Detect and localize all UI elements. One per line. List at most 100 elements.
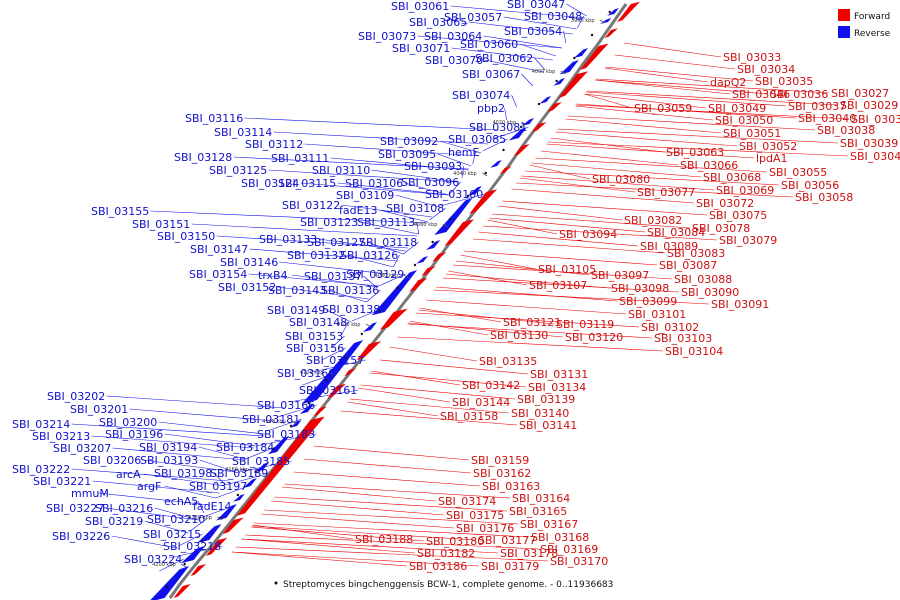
- axis-tick-label: 4120 kbp: [300, 370, 324, 376]
- forward-gene-arrow: [313, 406, 327, 416]
- reverse-gene-label: SBI_03133: [259, 233, 317, 246]
- reverse-gene-label: SBI_03154: [189, 268, 247, 281]
- forward-leader-line: [418, 309, 555, 325]
- reverse-gene-label: arcA: [116, 468, 141, 481]
- forward-gene-label: SBI_03058: [795, 191, 853, 204]
- axis-tick-mark: [442, 223, 449, 228]
- caption: Streptomyces bingchenggensis BCW-1, comp…: [274, 580, 613, 590]
- forward-gene-arrow: [500, 166, 512, 174]
- reverse-leader-line: [468, 21, 573, 35]
- reverse-leader-line: [71, 423, 264, 437]
- reverse-gene-label: trxB4: [258, 269, 288, 282]
- forward-gene-label: lpdA1: [756, 152, 788, 165]
- reverse-leader-line: [341, 204, 432, 218]
- forward-gene-label: SBI_03119: [556, 318, 614, 331]
- reverse-gene-label: SBI_03110: [312, 164, 370, 177]
- forward-leader-line: [445, 273, 610, 289]
- track-marker: [431, 240, 434, 244]
- reverse-leader-line: [189, 518, 207, 532]
- forward-leader-line: [442, 277, 680, 293]
- reverse-gene-label: SBI_03137: [304, 270, 362, 283]
- reverse-leader-line: [233, 156, 469, 170]
- reverse-gene-label: SBI_03161: [299, 384, 357, 397]
- reverse-gene-label: SBI_03136: [321, 284, 379, 297]
- forward-gene-label: SBI_03075: [709, 209, 767, 222]
- reverse-gene-label: SBI_03115: [278, 177, 336, 190]
- reverse-gene-label: SBI_03201: [70, 403, 128, 416]
- reverse-gene-label: SBI_03092: [380, 135, 438, 148]
- legend: Forward Reverse: [838, 9, 891, 39]
- reverse-gene-label: SBI_03113: [357, 216, 415, 229]
- forward-gene-arrow: [532, 122, 547, 132]
- track-marker: [396, 286, 399, 290]
- forward-gene-label: SBI_03167: [520, 518, 578, 531]
- reverse-leader-line: [245, 446, 276, 460]
- reverse-gene-label: SBI_03123: [300, 216, 358, 229]
- axis-tick-mark: [217, 516, 223, 521]
- forward-gene-label: SBI_03063: [666, 146, 724, 159]
- forward-leader-line: [241, 538, 499, 554]
- forward-leader-line: [448, 270, 528, 286]
- reverse-gene-arrow: [255, 462, 270, 472]
- reverse-leader-line: [215, 485, 249, 499]
- forward-gene-label: SBI_03163: [482, 480, 540, 493]
- forward-gene-arrow: [190, 564, 207, 576]
- forward-leader-line: [460, 254, 537, 270]
- reverse-gene-label: fadE14: [193, 500, 232, 513]
- forward-gene-arrow: [236, 416, 325, 516]
- forward-gene-track: [173, 1, 640, 598]
- reverse-gene-label: SBI_03112: [245, 138, 303, 151]
- forward-gene-label: SBI_03094: [559, 228, 617, 241]
- track-marker: [342, 355, 346, 359]
- reverse-leader-line: [439, 140, 482, 154]
- reverse-leader-line: [521, 73, 533, 87]
- track-marker: [502, 148, 505, 152]
- forward-leader-line: [463, 250, 658, 266]
- reverse-gene-arrow: [299, 404, 314, 414]
- forward-gene-label: SBI_03099: [619, 295, 677, 308]
- caption-bullet: [274, 581, 278, 585]
- forward-gene-arrow: [469, 189, 498, 214]
- forward-gene-label: SBI_03176: [456, 522, 514, 535]
- reverse-leader-line: [395, 194, 440, 208]
- forward-leader-line: [358, 387, 451, 403]
- legend-forward-label: Forward: [854, 12, 890, 22]
- forward-leader-line: [340, 410, 518, 426]
- forward-gene-label: SBI_03159: [471, 454, 529, 467]
- forward-leader-line: [241, 538, 416, 554]
- reverse-gene-label: SBI_03184: [216, 441, 274, 454]
- reverse-gene-arrow: [559, 60, 579, 75]
- forward-gene-label: SBI_03179: [481, 560, 539, 573]
- track-marker: [272, 447, 275, 451]
- forward-gene-arrow: [421, 266, 436, 276]
- reverse-leader-line: [106, 395, 285, 409]
- forward-leader-line: [455, 260, 590, 276]
- reverse-gene-label: SBI_03074: [452, 89, 510, 102]
- forward-gene-arrow: [409, 277, 428, 292]
- forward-gene-arrow: [580, 43, 609, 70]
- reverse-gene-label: SBI_03197: [189, 480, 247, 493]
- reverse-gene-label: SBI_03210: [147, 513, 205, 526]
- forward-gene-label: SBI_03078: [692, 222, 750, 235]
- forward-leader-line: [604, 67, 709, 83]
- reverse-leader-line: [440, 193, 485, 207]
- reverse-leader-line: [158, 421, 265, 435]
- reverse-gene-labels: SBI_03047SBI_03048SBI_03061SBI_03057SBI_…: [12, 0, 582, 566]
- reverse-leader-line: [112, 447, 245, 461]
- axis-tick-label: 4000 kbp: [532, 69, 556, 75]
- reverse-leader-line: [337, 182, 449, 196]
- reverse-leader-line: [563, 30, 567, 44]
- forward-leader-line: [605, 66, 754, 82]
- reverse-leader-line: [379, 209, 429, 223]
- reverse-leader-line: [277, 286, 369, 300]
- forward-gene-arrow: [379, 308, 408, 330]
- reverse-gene-label: SBI_03143: [268, 284, 326, 297]
- reverse-leader-line: [304, 143, 479, 157]
- reverse-gene-arrow: [607, 8, 619, 16]
- forward-leader-line: [567, 115, 816, 131]
- forward-leader-line: [516, 182, 794, 198]
- reverse-gene-label: SBI_03057: [444, 11, 502, 24]
- forward-leader-line: [575, 105, 714, 121]
- reverse-gene-label: SBI_03065: [409, 16, 467, 29]
- reverse-gene-arrow: [426, 240, 441, 250]
